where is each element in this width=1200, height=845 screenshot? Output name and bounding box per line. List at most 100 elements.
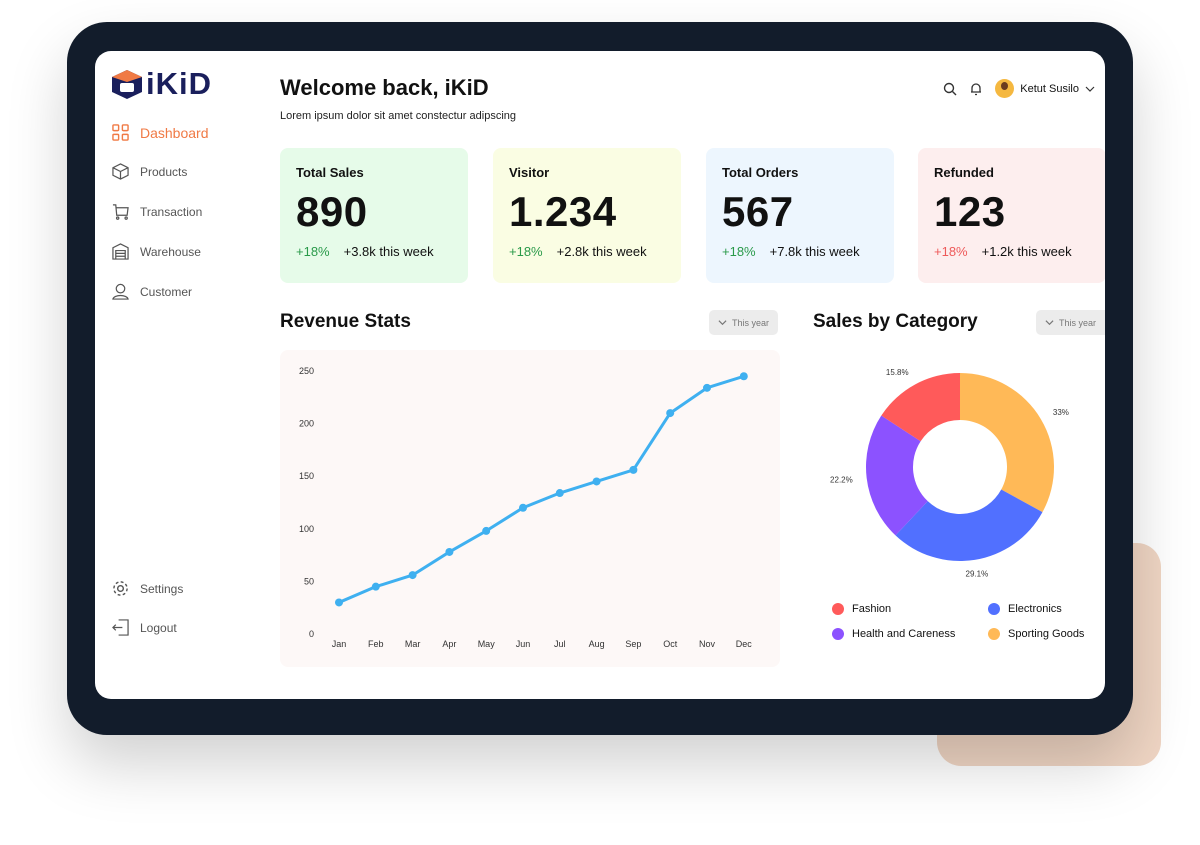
legend-fashion: Fashion bbox=[832, 603, 891, 615]
donut-slice bbox=[960, 373, 1054, 513]
card-value: 567 bbox=[722, 188, 794, 235]
filter-label: This year bbox=[732, 317, 770, 328]
sidebar-item-label: Products bbox=[140, 164, 188, 179]
page-subtitle: Lorem ipsum dolor sit amet constectur ad… bbox=[280, 110, 516, 122]
chevron-down-icon[interactable] bbox=[1085, 84, 1095, 94]
slice-label: 33% bbox=[1053, 408, 1069, 417]
data-point bbox=[445, 547, 454, 556]
bell-icon[interactable] bbox=[969, 82, 983, 96]
sidebar-item-products[interactable]: Products bbox=[112, 163, 187, 180]
sidebar-item-customer[interactable]: Customer bbox=[112, 283, 192, 300]
sidebar-item-label: Warehouse bbox=[140, 244, 201, 259]
revenue-line bbox=[338, 374, 745, 604]
legend-health: Health and Careness bbox=[832, 628, 955, 640]
card-change: +18% bbox=[509, 244, 543, 259]
avatar[interactable] bbox=[995, 79, 1015, 98]
user-name[interactable]: Ketut Susilo bbox=[1020, 82, 1079, 95]
warehouse-icon bbox=[112, 243, 129, 260]
revenue-chart-panel: 0 50 100 150 200 250 Jan Feb Mar Apr May Jun Jul Aug S… bbox=[280, 350, 780, 667]
y-tick-label: 150 bbox=[299, 471, 314, 481]
logo[interactable]: iKiD bbox=[110, 66, 212, 102]
x-tick-label: Nov bbox=[699, 639, 716, 649]
logo-text: iKiD bbox=[146, 66, 212, 101]
card-change: +18% bbox=[722, 244, 756, 259]
x-tick-label: Dec bbox=[736, 639, 753, 649]
data-point bbox=[666, 409, 675, 418]
x-tick-label: Oct bbox=[663, 639, 678, 649]
y-tick-label: 50 bbox=[304, 576, 314, 586]
filter-label: This year bbox=[1059, 317, 1097, 328]
box-icon bbox=[112, 163, 129, 180]
sidebar-item-label: Logout bbox=[140, 620, 177, 635]
revenue-line-chart: 0 50 100 150 200 250 Jan Feb Mar Apr May Jun Jul Aug S… bbox=[299, 366, 753, 649]
card-title: Total Sales bbox=[296, 165, 364, 180]
dashboard-screen: iKiD Dashboard Products Transaction Ware… bbox=[95, 51, 1105, 699]
donut-slice bbox=[895, 489, 1043, 561]
x-tick-label: Aug bbox=[589, 639, 605, 649]
chevron-down-icon bbox=[1045, 320, 1054, 326]
stat-card-refunded[interactable]: Refunded 123 +18% +1.2k this week bbox=[918, 148, 1105, 283]
sidebar-item-label: Customer bbox=[140, 284, 193, 299]
data-point bbox=[629, 465, 638, 474]
legend-sporting: Sporting Goods bbox=[988, 628, 1084, 640]
logout-icon bbox=[112, 619, 129, 636]
card-title: Visitor bbox=[509, 165, 550, 180]
data-point bbox=[371, 582, 380, 591]
grid-icon bbox=[112, 124, 129, 141]
card-change: +18% bbox=[296, 244, 330, 259]
legend-electronics: Electronics bbox=[988, 603, 1062, 615]
sidebar-item-settings[interactable]: Settings bbox=[112, 580, 183, 597]
data-point bbox=[519, 503, 527, 512]
stat-card-visitor[interactable]: Visitor 1.234 +18% +2.8k this week bbox=[493, 148, 681, 283]
card-title: Refunded bbox=[934, 165, 994, 180]
card-week: +3.8k this week bbox=[343, 244, 434, 259]
card-value: 123 bbox=[934, 188, 1006, 235]
donut-slice bbox=[866, 415, 928, 536]
sidebar-item-label: Dashboard bbox=[140, 124, 209, 141]
data-point bbox=[592, 477, 601, 486]
category-donut-chart: 33% 29.1% 22.2% 15.8% bbox=[830, 368, 1069, 579]
sidebar-item-warehouse[interactable]: Warehouse bbox=[112, 243, 201, 260]
card-week: +2.8k this week bbox=[556, 244, 647, 259]
card-week: +1.2k this week bbox=[981, 244, 1072, 259]
cart-icon bbox=[112, 204, 129, 220]
card-value: 890 bbox=[296, 188, 368, 235]
header-actions: Ketut Susilo bbox=[943, 79, 1095, 98]
data-point bbox=[482, 526, 491, 535]
category-title: Sales by Category bbox=[813, 311, 978, 332]
slice-label: 22.2% bbox=[830, 476, 853, 485]
slice-label: 29.1% bbox=[966, 570, 989, 579]
stat-card-total-sales[interactable]: Total Sales 890 +18% +3.8k this week bbox=[280, 148, 468, 283]
card-value: 1.234 bbox=[509, 188, 617, 235]
data-point bbox=[335, 598, 343, 607]
category-filter-dropdown[interactable]: This year bbox=[1036, 310, 1105, 335]
y-tick-label: 100 bbox=[299, 524, 314, 534]
revenue-filter-dropdown[interactable]: This year bbox=[709, 310, 779, 335]
user-icon bbox=[112, 283, 129, 300]
chevron-down-icon bbox=[718, 320, 727, 326]
revenue-title: Revenue Stats bbox=[280, 311, 411, 332]
slice-label: 15.8% bbox=[886, 368, 909, 377]
card-change: +18% bbox=[934, 244, 968, 259]
y-tick-label: 200 bbox=[299, 419, 314, 429]
x-tick-label: Jul bbox=[554, 639, 566, 649]
y-tick-label: 0 bbox=[309, 629, 314, 639]
card-title: Total Orders bbox=[722, 165, 799, 180]
x-tick-label: Sep bbox=[625, 639, 641, 649]
sidebar-item-logout[interactable]: Logout bbox=[112, 619, 177, 636]
sidebar-item-dashboard[interactable]: Dashboard bbox=[112, 124, 209, 141]
x-tick-label: May bbox=[478, 639, 496, 649]
data-point bbox=[408, 571, 417, 580]
sidebar-item-transaction[interactable]: Transaction bbox=[112, 203, 202, 220]
search-icon[interactable] bbox=[943, 82, 957, 96]
logo-icon bbox=[112, 70, 142, 99]
data-point bbox=[739, 372, 748, 381]
gear-icon bbox=[113, 581, 128, 596]
stat-card-total-orders[interactable]: Total Orders 567 +18% +7.8k this week bbox=[706, 148, 894, 283]
donut-slice bbox=[881, 373, 960, 442]
page-title: Welcome back, iKiD bbox=[280, 75, 489, 100]
card-week: +7.8k this week bbox=[769, 244, 860, 259]
x-tick-label: Apr bbox=[442, 639, 456, 649]
data-point bbox=[703, 383, 711, 392]
data-point bbox=[555, 489, 564, 498]
